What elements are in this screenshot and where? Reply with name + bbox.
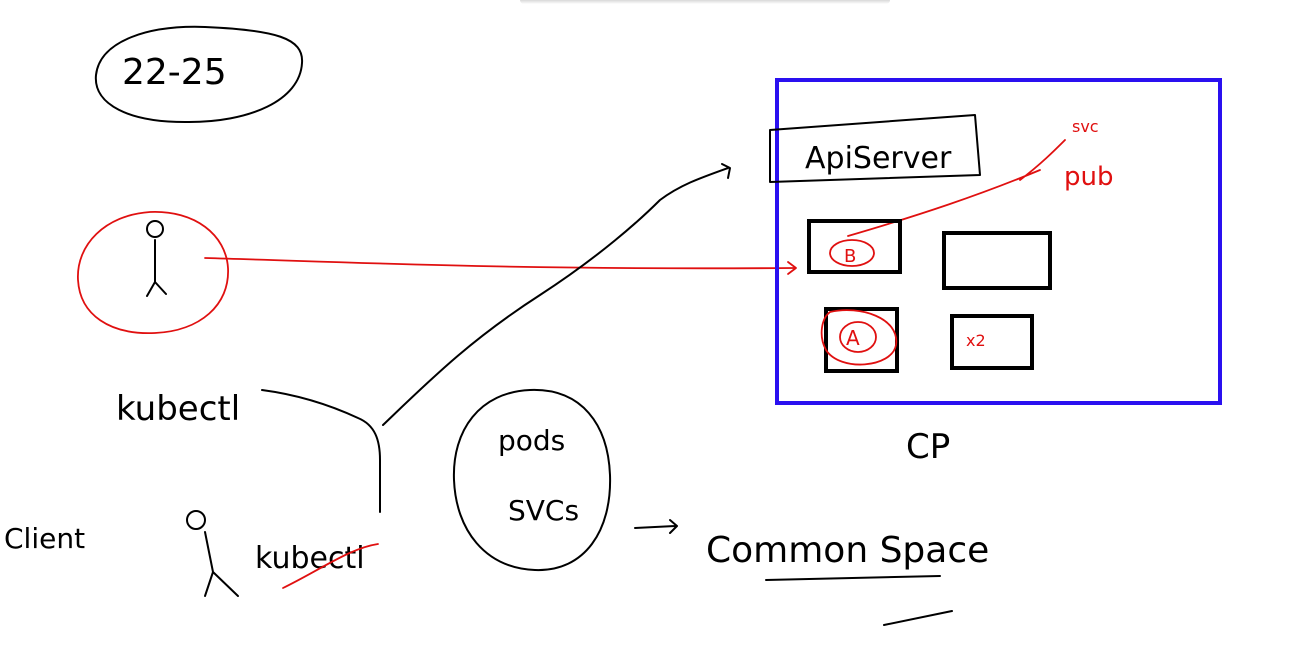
client-figure-body [204, 531, 239, 597]
stray-line [883, 610, 953, 626]
pub-label: pub [1064, 162, 1114, 192]
node-empty-box [942, 231, 1052, 290]
api-server-label: ApiServer [805, 141, 952, 176]
pods-label: pods [498, 424, 565, 457]
control-plane-box [775, 78, 1222, 405]
range-oval [94, 25, 304, 124]
stick-figure-body [146, 239, 167, 297]
cp-label: CP [906, 427, 950, 467]
kubectl-underline [282, 543, 379, 589]
range-label: 22-25 [122, 52, 227, 93]
svcs-label: SVCs [508, 494, 579, 527]
api-connector [382, 167, 729, 426]
stick-figure-head [146, 220, 164, 238]
resources-circle [452, 388, 612, 572]
common-space-arrow [634, 519, 678, 534]
red-arrow-line [204, 257, 796, 270]
node-a-scribble [820, 309, 897, 366]
kubectl-top-label: kubectl [116, 389, 240, 429]
node-b-label: B [844, 246, 856, 267]
red-arrow-head [787, 261, 797, 275]
node-b-circle [829, 239, 875, 267]
common-space-underline [765, 575, 941, 581]
api-connector-head [721, 163, 731, 179]
x2-label: x2 [966, 331, 986, 350]
node-x2-box [950, 314, 1034, 370]
node-a-box [824, 307, 899, 373]
client-label: Client [4, 522, 85, 555]
node-b-box [807, 219, 902, 274]
client-figure-head [186, 510, 206, 530]
svc-label: svc [1072, 117, 1099, 136]
common-space-label: Common Space [706, 530, 989, 571]
kubectl-connector [261, 389, 381, 513]
user-circle [77, 211, 229, 334]
kubectl-bottom-label: kubectl [255, 541, 365, 576]
api-server-box [769, 114, 981, 183]
top-edge-shadow [520, 0, 890, 4]
node-a-circle [839, 321, 877, 353]
node-a-label: A [846, 326, 860, 350]
svc-pointer-line [847, 139, 1066, 237]
